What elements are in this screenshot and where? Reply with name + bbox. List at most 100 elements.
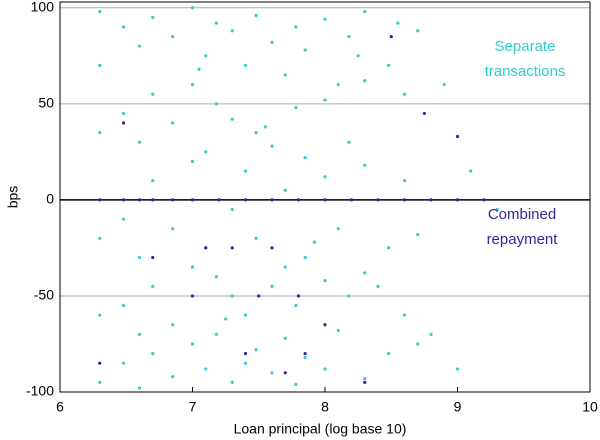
point: [254, 236, 258, 240]
point: [214, 332, 218, 336]
point: [429, 332, 433, 336]
point: [482, 198, 486, 202]
point: [363, 10, 367, 14]
point: [363, 380, 367, 384]
point: [323, 198, 327, 202]
point: [312, 240, 316, 244]
point: [122, 303, 126, 308]
point: [98, 131, 102, 135]
point: [387, 63, 391, 67]
point: [171, 375, 175, 379]
point: [402, 198, 407, 202]
point: [151, 351, 155, 356]
point: [190, 6, 195, 10]
point: [122, 198, 126, 202]
point: [283, 73, 287, 77]
point: [171, 34, 175, 39]
point: [294, 25, 298, 29]
point: [402, 179, 407, 183]
point: [387, 246, 391, 250]
point: [336, 328, 340, 333]
point: [230, 246, 234, 250]
point: [137, 198, 142, 202]
point: [323, 17, 327, 21]
point: [402, 92, 407, 96]
point: [303, 351, 307, 356]
point: [283, 336, 287, 340]
point: [323, 98, 327, 102]
point: [98, 361, 102, 365]
point: [389, 34, 393, 39]
point: [455, 198, 460, 202]
point: [151, 179, 155, 183]
point: [151, 255, 155, 260]
point: [270, 284, 274, 288]
point: [151, 92, 155, 96]
point: [336, 83, 340, 87]
point: [363, 79, 367, 83]
point: [283, 371, 287, 375]
point: [294, 303, 298, 308]
point: [137, 255, 142, 260]
point: [214, 21, 218, 25]
point: [283, 188, 287, 192]
point: [254, 131, 258, 135]
point: [98, 198, 102, 202]
point: [243, 313, 248, 317]
point: [217, 198, 221, 202]
point: [363, 376, 367, 381]
point: [204, 54, 208, 58]
y-tick-label: 50: [38, 95, 54, 111]
point: [230, 294, 234, 298]
point: [214, 275, 218, 279]
point: [190, 342, 195, 346]
point: [243, 198, 248, 202]
point: [270, 371, 274, 375]
plot-frame: [59, 1, 591, 393]
y-tick-label: 0: [46, 191, 54, 207]
point: [263, 125, 267, 129]
point: [230, 380, 234, 384]
point: [303, 156, 307, 160]
point: [137, 140, 142, 144]
point: [151, 284, 155, 288]
point: [416, 232, 420, 237]
x-tick-label: 6: [56, 399, 64, 415]
point: [137, 332, 142, 336]
y-axis-label: bps: [5, 186, 21, 209]
point: [270, 246, 274, 250]
point: [349, 198, 354, 202]
point: [347, 34, 351, 39]
point: [122, 111, 126, 116]
point: [204, 150, 208, 154]
point: [122, 25, 126, 29]
point: [190, 83, 195, 87]
point: [376, 198, 380, 202]
point: [151, 15, 155, 19]
point: [422, 111, 426, 116]
point: [323, 323, 327, 327]
point: [98, 313, 102, 317]
x-tick-label: 7: [189, 399, 197, 415]
point: [356, 54, 360, 58]
point: [171, 227, 175, 231]
point: [495, 207, 499, 212]
point: [396, 21, 400, 25]
point: [387, 351, 391, 356]
annotation: repayment: [487, 231, 559, 248]
point: [296, 198, 301, 202]
point: [429, 198, 433, 202]
point: [243, 169, 248, 173]
plot-area: [60, 2, 590, 392]
point: [230, 207, 234, 212]
point: [190, 294, 195, 298]
point: [363, 271, 367, 275]
point: [296, 294, 301, 298]
point: [294, 382, 298, 386]
point: [214, 102, 218, 106]
y-tick-label: -100: [26, 383, 54, 399]
point: [469, 169, 473, 173]
point: [243, 361, 248, 365]
point: [151, 198, 155, 202]
point: [98, 236, 102, 240]
